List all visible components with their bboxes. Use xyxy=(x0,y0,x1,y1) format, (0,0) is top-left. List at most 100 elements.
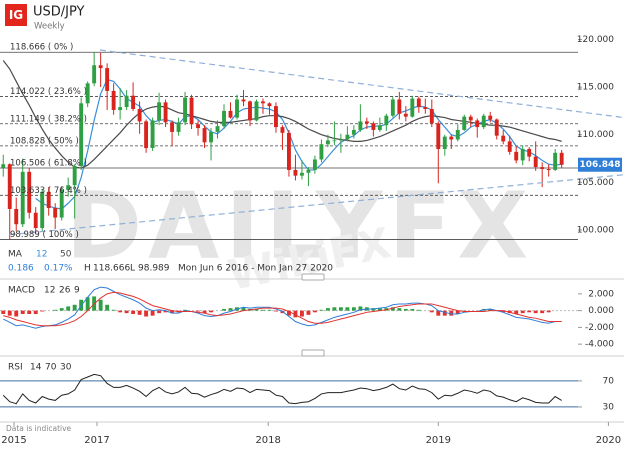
panel-param: 9 xyxy=(74,286,80,296)
candle-body xyxy=(150,120,155,149)
candle-body xyxy=(46,191,51,209)
candle-body xyxy=(397,99,402,114)
candle-body xyxy=(118,107,123,110)
candle-body xyxy=(27,171,32,213)
candle-body xyxy=(540,167,545,169)
candle-body xyxy=(475,120,480,128)
macd-histogram-bar xyxy=(455,310,460,314)
candle-body xyxy=(287,132,291,170)
legend-ma: 50 xyxy=(60,250,72,260)
candle-body xyxy=(157,102,162,121)
candle-body xyxy=(462,116,467,130)
macd-histogram-bar xyxy=(7,310,12,316)
macd-histogram-bar xyxy=(287,310,291,316)
macd-histogram-bar xyxy=(202,310,207,314)
macd-histogram-bar xyxy=(118,310,123,313)
candle-body xyxy=(14,208,19,225)
y-tick-label: 2.000 xyxy=(588,289,614,299)
macd-histogram-bar xyxy=(267,309,272,311)
panel-param: 30 xyxy=(60,363,72,373)
candle-body xyxy=(196,124,200,129)
ma-label: MA xyxy=(8,250,23,260)
macd-histogram-bar xyxy=(254,308,259,311)
macd-histogram-bar xyxy=(20,310,25,314)
candle-body xyxy=(351,129,356,135)
macd-histogram-bar xyxy=(27,310,32,314)
symbol[interactable]: USD/JPY xyxy=(33,5,85,20)
candle-body xyxy=(527,149,532,157)
macd-histogram-bar xyxy=(111,309,116,311)
macd-histogram-bar xyxy=(416,309,421,311)
macd-histogram-bar xyxy=(546,310,551,313)
macd-histogram-bar xyxy=(345,307,350,311)
macd-histogram-bar xyxy=(59,308,64,311)
panel-resize-handle[interactable] xyxy=(301,349,325,357)
y-tick-label: 115.000 xyxy=(577,83,614,93)
y-tick-label: -2.000 xyxy=(585,323,614,333)
candle-body xyxy=(124,95,129,108)
candle-body xyxy=(436,123,441,149)
macd-histogram-bar xyxy=(533,310,538,314)
candle-body xyxy=(98,65,103,69)
date-range: Mon Jun 6 2016 - Mon Jan 27 2020 xyxy=(178,264,333,274)
macd-histogram-bar xyxy=(53,309,58,311)
candle-body xyxy=(66,185,71,190)
panel-resize-handle[interactable] xyxy=(301,273,325,281)
macd-histogram-bar xyxy=(196,310,200,312)
y-tick-label: 30 xyxy=(603,402,615,412)
candle-body xyxy=(377,125,382,130)
candle-body xyxy=(131,95,136,110)
macd-histogram-bar xyxy=(436,310,441,316)
candle-body xyxy=(520,149,525,161)
candle-body xyxy=(384,115,389,126)
candle-body xyxy=(410,98,415,117)
macd-histogram-bar xyxy=(442,310,447,316)
candle-body xyxy=(403,113,408,117)
macd-histogram-bar xyxy=(144,310,149,317)
candle-body xyxy=(325,140,330,145)
candle-body xyxy=(345,134,350,140)
rsi-plot xyxy=(0,373,578,408)
candle-body xyxy=(111,90,116,110)
fib-label: 114.022 ( 23.6% ) xyxy=(10,87,87,97)
x-tick-label: 2017 xyxy=(84,435,109,446)
candle-body xyxy=(468,116,473,121)
candle-body xyxy=(202,128,207,143)
candle-body xyxy=(92,65,97,84)
candle-body xyxy=(332,140,337,142)
macd-histogram-bar xyxy=(124,310,129,314)
low: 98.989 xyxy=(138,264,170,274)
panel-param: 70 xyxy=(45,363,57,373)
interval[interactable]: Weekly xyxy=(34,22,65,32)
candle-body xyxy=(144,121,149,149)
macd-histogram-bar xyxy=(377,308,382,311)
x-tick-label: 2018 xyxy=(255,435,280,446)
candle-body xyxy=(481,115,486,128)
fib-label: 98.989 ( 100% ) xyxy=(10,230,79,240)
fib-label: 111.149 ( 38.2% ) xyxy=(10,114,87,124)
high-label: H xyxy=(84,264,91,274)
trendline xyxy=(9,174,624,236)
panel-title: RSI xyxy=(8,363,23,373)
macd-histogram-bar xyxy=(14,310,19,317)
candle-body xyxy=(423,107,428,110)
candle-body xyxy=(222,110,226,127)
candle-body xyxy=(33,212,38,229)
y-tick-label: 100.000 xyxy=(577,225,614,235)
macd-histogram-bar xyxy=(137,310,142,315)
candle-body xyxy=(364,121,369,124)
legend-ma: 12 xyxy=(36,250,47,260)
moving-average xyxy=(2,60,562,169)
candle-body xyxy=(274,106,278,128)
candle-body xyxy=(449,136,454,140)
candle-body xyxy=(494,119,499,136)
fib-label: 118.666 ( 0% ) xyxy=(10,43,73,53)
macd-histogram-bar xyxy=(1,310,6,314)
macd-histogram-bar xyxy=(397,308,402,311)
candle-body xyxy=(319,144,324,160)
candle-body xyxy=(189,97,194,125)
candle-body xyxy=(228,110,233,118)
macd-histogram-bar xyxy=(488,308,493,311)
macd-histogram-bar xyxy=(520,310,525,314)
